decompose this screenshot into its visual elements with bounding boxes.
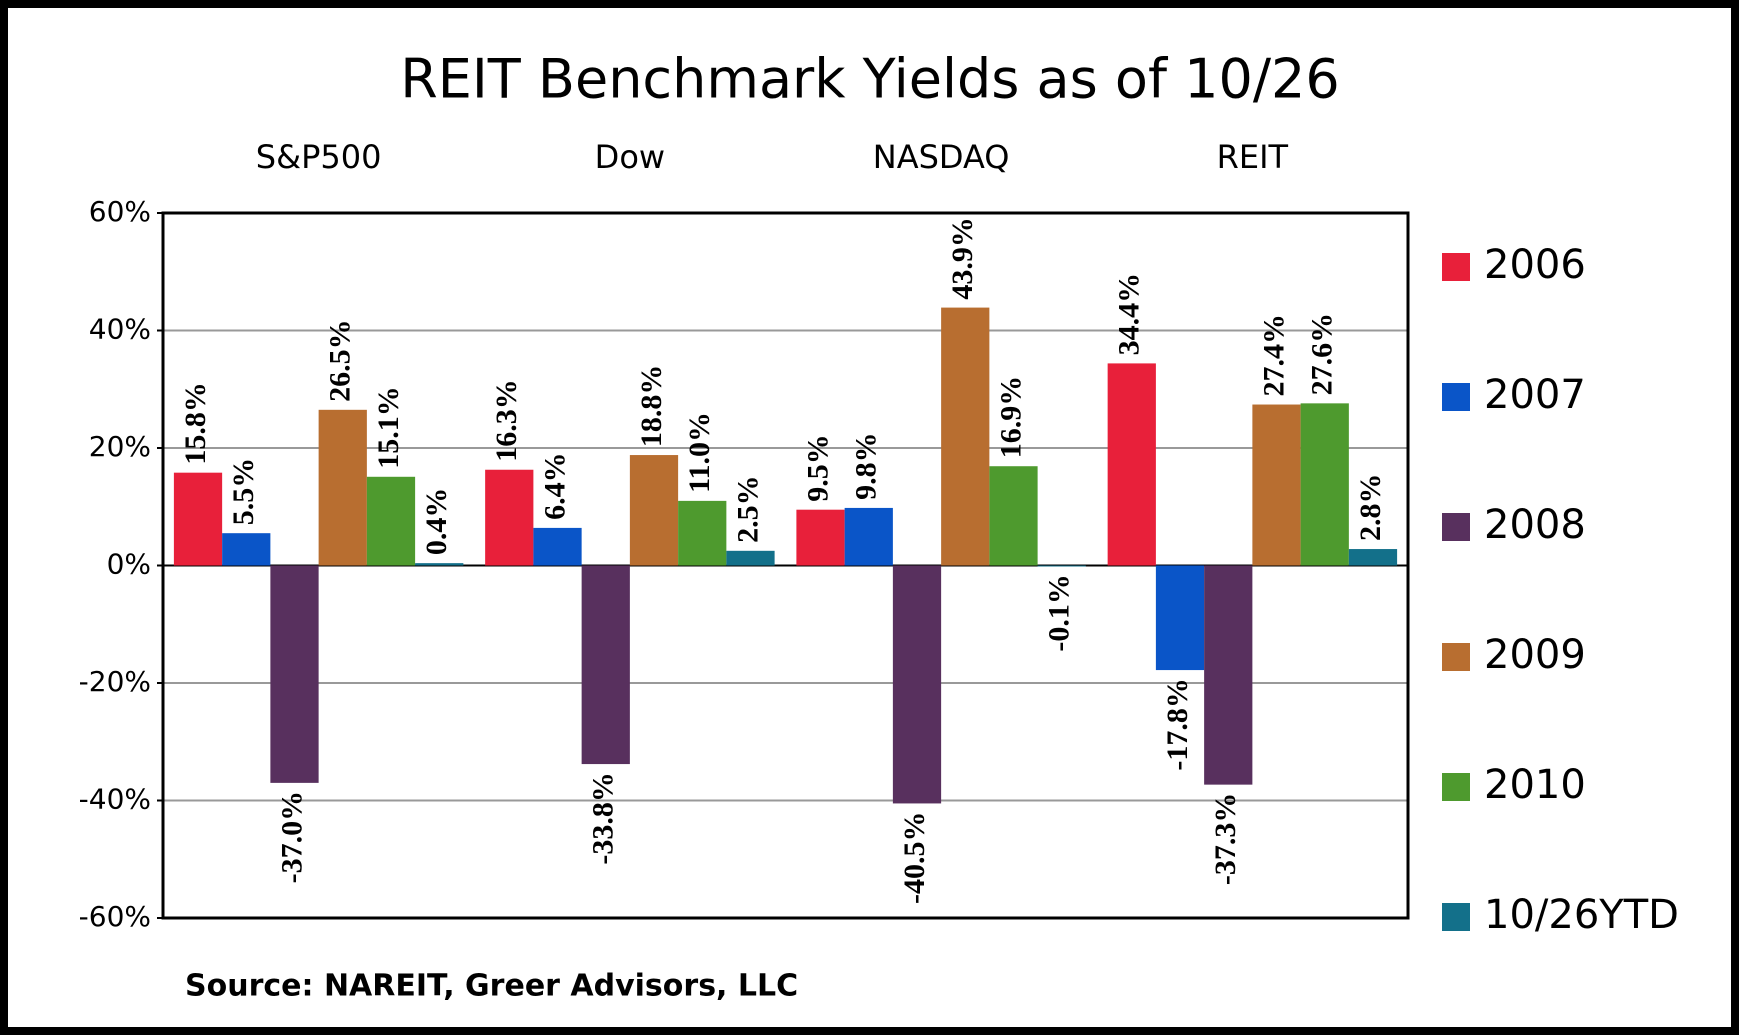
category-label: S&P500 (256, 138, 382, 176)
bar (678, 500, 727, 566)
data-label: 5.5% (227, 458, 260, 526)
bar (1252, 404, 1301, 566)
data-label: -33.8% (587, 772, 620, 865)
data-label: 16.3% (490, 379, 523, 462)
bar (1348, 549, 1398, 566)
legend-swatch (1442, 383, 1470, 411)
data-label: 18.8% (635, 365, 668, 448)
bar (270, 565, 319, 783)
data-label: -37.0% (275, 791, 308, 884)
data-label: 16.9% (994, 376, 1027, 459)
legend-label: 2008 (1484, 502, 1586, 548)
data-label: 27.4% (1257, 314, 1290, 397)
bar (533, 527, 582, 566)
legend-label: 10/26YTD (1484, 892, 1679, 938)
data-label: 15.8% (179, 382, 212, 465)
y-tick-label: 40% (89, 313, 151, 346)
y-tick-label: 60% (89, 195, 151, 228)
data-label: 11.0% (683, 412, 716, 493)
bar (1155, 565, 1205, 671)
data-label: -17.8% (1161, 678, 1194, 771)
legend-label: 2009 (1484, 632, 1586, 678)
category-label: REIT (1217, 138, 1289, 176)
chart-title: REIT Benchmark Yields as of 10/26 (400, 48, 1340, 111)
legend-swatch (1442, 773, 1470, 801)
source-note: Source: NAREIT, Greer Advisors, LLC (185, 969, 798, 1004)
data-label: 9.5% (801, 434, 834, 502)
bar (222, 533, 271, 566)
y-tick-label: -20% (79, 665, 151, 698)
data-label: 34.4% (1113, 273, 1146, 356)
bar (796, 509, 845, 566)
y-tick-label: -40% (79, 783, 151, 816)
bar (629, 455, 679, 566)
bar (1204, 565, 1253, 785)
data-label: 43.9% (946, 217, 979, 299)
bar (173, 472, 223, 566)
category-label: Dow (595, 138, 665, 176)
data-label: 0.4% (420, 488, 453, 556)
y-tick-label: 20% (89, 430, 151, 463)
data-label: 26.5% (324, 319, 357, 402)
data-label: -40.5% (898, 811, 931, 904)
data-label: 27.6% (1306, 313, 1339, 396)
legend-label: 2007 (1484, 372, 1586, 418)
data-label: -37.3% (1209, 793, 1242, 886)
bar (318, 409, 367, 566)
legend-swatch (1442, 903, 1470, 931)
category-label: NASDAQ (873, 138, 1010, 176)
legend-swatch (1442, 253, 1470, 281)
bar (844, 507, 893, 566)
legend-label: 2010 (1484, 762, 1586, 808)
data-label: 6.4% (538, 452, 571, 520)
bar (415, 563, 464, 566)
data-label: 15.1% (372, 386, 405, 469)
bar (485, 469, 534, 566)
data-label: -0.1% (1043, 574, 1076, 652)
bar (581, 565, 630, 765)
bar (1037, 565, 1086, 567)
bar (941, 307, 990, 566)
bar (726, 550, 775, 566)
y-tick-label: 0% (107, 548, 151, 581)
data-label: 9.8% (850, 432, 883, 500)
y-tick-label: -60% (79, 900, 151, 933)
legend-label: 2006 (1484, 242, 1586, 288)
legend-swatch (1442, 513, 1470, 541)
bar (1107, 363, 1156, 566)
bar (1300, 403, 1349, 566)
bar (366, 476, 416, 566)
bar (989, 466, 1038, 566)
bar (892, 565, 942, 804)
legend-swatch (1442, 643, 1470, 671)
data-label: 2.8% (1354, 474, 1387, 542)
data-label: 2.5% (731, 475, 764, 543)
